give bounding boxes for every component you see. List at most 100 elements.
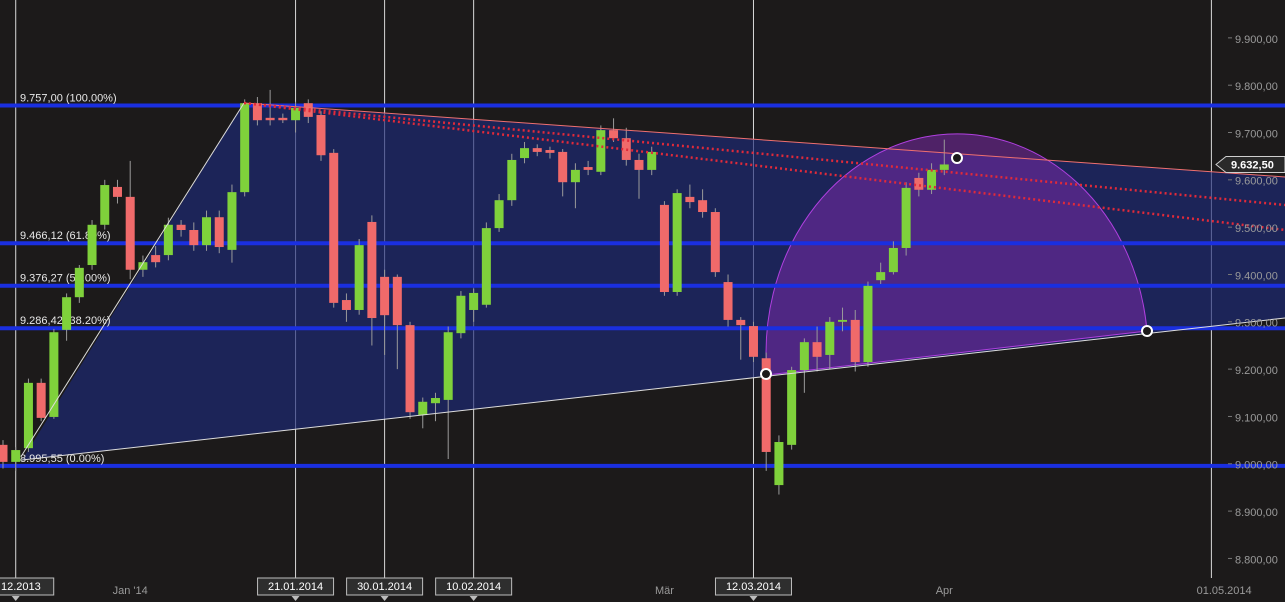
x-label-box <box>257 577 335 596</box>
candle-body <box>23 382 33 449</box>
x-tick-label: 10.02.2014 <box>446 581 501 593</box>
x-label-pointer <box>11 596 20 601</box>
left-trendline <box>21 102 245 456</box>
x-label-pointer <box>380 596 389 601</box>
candle-body <box>634 159 644 170</box>
handle[interactable] <box>951 152 963 164</box>
candle-body <box>545 150 555 153</box>
candle-body <box>570 169 580 183</box>
candle-body <box>354 245 364 310</box>
candle-body <box>125 196 135 270</box>
candle-body <box>456 295 466 334</box>
candle-body <box>367 221 377 319</box>
candle-body <box>672 193 682 292</box>
candle-body <box>278 117 288 121</box>
candle-body <box>469 292 479 310</box>
candle-body <box>49 332 59 417</box>
x-tick-label: Jan '14 <box>113 585 148 597</box>
candles <box>0 89 949 495</box>
candle-body <box>316 115 326 156</box>
candle-body <box>596 130 606 172</box>
candle-body <box>838 319 848 322</box>
candle-body <box>532 148 542 152</box>
price-tag <box>1215 155 1285 173</box>
candle-body <box>710 212 720 273</box>
x-label-pointer <box>291 596 300 601</box>
candle-body <box>748 326 758 357</box>
x-label-box <box>0 577 55 596</box>
candle-body <box>787 370 797 445</box>
x-label-box <box>435 577 513 596</box>
candle-body <box>494 200 504 229</box>
x-label-box <box>346 577 424 596</box>
candle-body <box>214 217 224 248</box>
candle-body <box>138 262 148 270</box>
candle-body <box>112 186 122 197</box>
candle-body <box>876 272 886 281</box>
candle-body <box>329 152 339 303</box>
candle-body <box>609 130 619 139</box>
candle-body <box>583 167 593 170</box>
candle-body <box>36 382 46 418</box>
handle[interactable] <box>1141 325 1153 337</box>
arc-drawing <box>765 133 1148 376</box>
candle-body <box>87 224 97 266</box>
candle-body <box>647 151 657 170</box>
candle-body <box>659 204 669 292</box>
candle-body <box>151 255 161 263</box>
candle-body <box>74 267 84 298</box>
x-label-box <box>714 577 792 596</box>
candle-body <box>202 217 212 246</box>
axes: 8.800,00 8.900,00 9.000,00 9.100,00 9.200,00… <box>0 34 1285 601</box>
candle-body <box>685 196 695 203</box>
x-tick-label: Apr <box>936 585 953 597</box>
y-tick-label: 9.700,00 <box>1235 128 1278 140</box>
candle-body <box>380 276 390 316</box>
x-tick-label: 30.01.2014 <box>357 581 412 593</box>
candle-body <box>888 247 898 273</box>
candle-body <box>100 185 110 225</box>
y-tick-label: 9.900,00 <box>1235 34 1278 46</box>
y-tick-label: 9.200,00 <box>1235 365 1278 377</box>
candle-body <box>303 103 313 117</box>
fib-label: 9.466,12 (61.80%) <box>20 230 111 242</box>
candle-body <box>252 103 262 121</box>
x-label-pointer <box>469 596 478 601</box>
lower-trendline <box>21 317 1285 461</box>
candle-body <box>736 319 746 326</box>
candle-body <box>163 224 173 256</box>
candle-body <box>62 297 72 330</box>
y-tick-label: 9.600,00 <box>1235 176 1278 188</box>
candle-body <box>825 321 835 355</box>
y-tick-label: 9.400,00 <box>1235 270 1278 282</box>
candle-body <box>774 442 784 486</box>
y-tick-label: 9.500,00 <box>1235 223 1278 235</box>
fib-label: 9.376,27 (50.00%) <box>20 273 111 285</box>
candle-body <box>723 282 733 320</box>
candle-body <box>189 230 199 246</box>
y-tick-label: 9.300,00 <box>1235 318 1278 330</box>
candle-body <box>761 358 771 452</box>
candle-body <box>11 450 21 462</box>
candle-body <box>939 164 949 170</box>
candle-body <box>227 192 237 250</box>
candle-body <box>405 325 415 413</box>
handle[interactable] <box>760 368 772 380</box>
upper-trendline <box>243 102 1285 178</box>
candle-body <box>914 177 924 190</box>
candle-body <box>558 151 568 183</box>
candle-body <box>291 107 301 121</box>
fib-label: 9.757,00 (100.00%) <box>20 92 117 104</box>
candle-body <box>418 401 428 416</box>
candle-body <box>901 187 911 248</box>
candle-body <box>443 332 453 400</box>
candle-body <box>927 169 937 190</box>
fib-label: 8.995,55 (0.00%) <box>20 453 104 465</box>
candle-body <box>863 285 873 363</box>
x-tick-label: 12.2013 <box>1 581 41 593</box>
candle-body <box>799 342 809 371</box>
y-tick-label: 9.100,00 <box>1235 412 1278 424</box>
y-tick-label: 9.000,00 <box>1235 460 1278 472</box>
x-tick-label: 01.05.2014 <box>1197 585 1252 597</box>
y-tick-label: 8.900,00 <box>1235 507 1278 519</box>
